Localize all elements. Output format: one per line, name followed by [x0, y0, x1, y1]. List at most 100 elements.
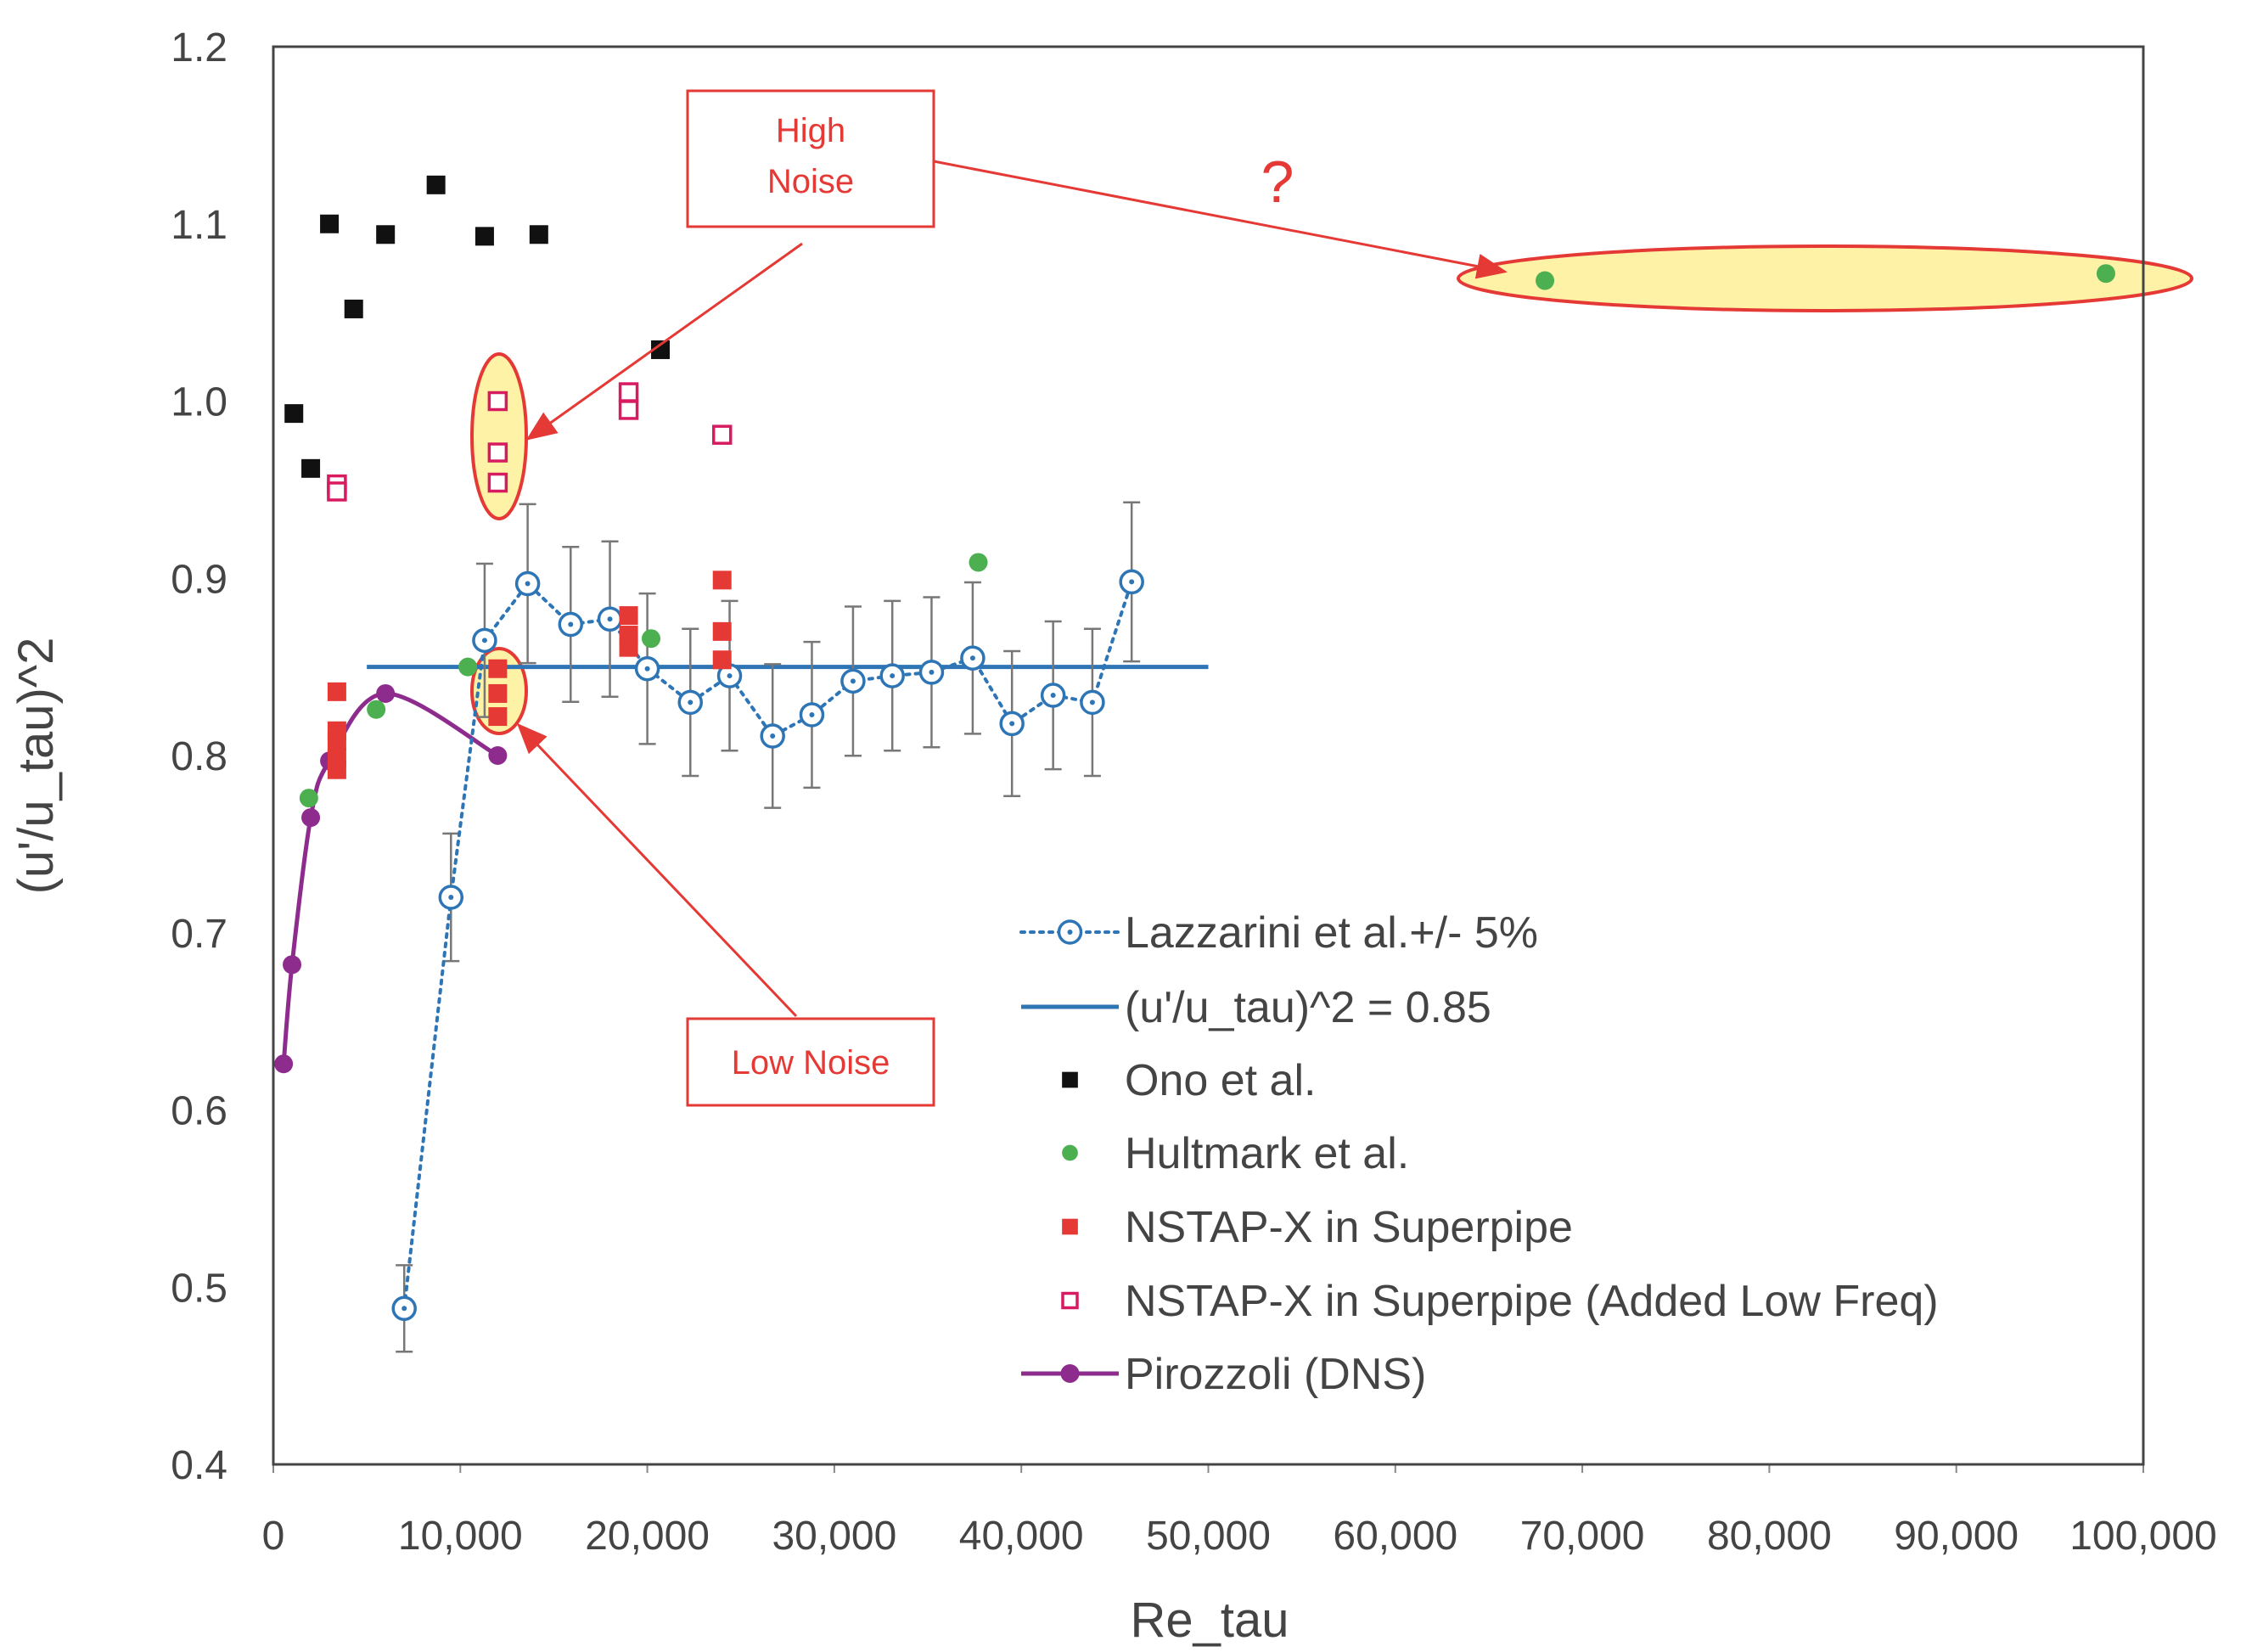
x-tick-label: 80,000 — [1707, 1514, 1832, 1559]
x-tick-label: 40,000 — [959, 1514, 1084, 1559]
x-tick-label: 0 — [262, 1514, 285, 1559]
data-point-center — [770, 733, 776, 739]
data-point — [487, 391, 508, 412]
data-point — [327, 732, 346, 751]
data-point-center — [448, 895, 454, 900]
data-point — [487, 472, 508, 493]
data-point — [367, 700, 386, 719]
legend-marker — [1062, 1218, 1078, 1235]
x-tick-label: 20,000 — [585, 1514, 710, 1559]
data-point — [487, 442, 508, 463]
x-tick-label: 10,000 — [398, 1514, 523, 1559]
low-noise-arrow — [516, 722, 798, 1018]
data-point — [327, 682, 346, 701]
y-tick-label: 0.6 — [171, 1089, 227, 1134]
low-noise-label: Low Noise — [732, 1044, 890, 1082]
legend-item-0: Lazzarini et al.+/- 5% — [1019, 908, 1538, 958]
data-point — [301, 458, 321, 478]
data-point-center — [1009, 721, 1015, 727]
y-tick-labels: 0.4 0.5 0.6 0.7 0.8 0.9 1.0 1.1 1.2 — [171, 25, 227, 1488]
legend-label: Hultmark et al. — [1125, 1129, 1409, 1178]
data-point — [619, 606, 638, 626]
y-tick-label: 0.9 — [171, 557, 227, 602]
data-point-center — [850, 678, 856, 684]
data-point — [327, 760, 346, 779]
legend-label: (u'/u_tau)^2 = 0.85 — [1125, 983, 1491, 1032]
legend-marker — [1060, 1364, 1080, 1383]
data-point — [619, 638, 638, 657]
legend-item-4: NSTAP-X in Superpipe — [1062, 1203, 1573, 1252]
series-0 — [391, 501, 1144, 1353]
x-tick-labels: 0 10,000 20,000 30,000 40,000 50,000 60,000 70,… — [262, 1464, 2217, 1559]
data-point — [458, 657, 478, 677]
y-tick-label: 0.8 — [171, 734, 227, 779]
data-point-center — [969, 655, 975, 661]
data-point — [488, 659, 508, 678]
high-noise-box — [686, 89, 935, 228]
data-point-center — [727, 673, 733, 679]
annotations: High Noise Low Noise ? — [516, 89, 1508, 1107]
y-tick-label: 1.0 — [171, 380, 227, 425]
legend-item-6: Pirozzoli (DNS) — [1021, 1350, 1426, 1399]
data-point-center — [1050, 693, 1056, 699]
y-tick-label: 1.1 — [171, 203, 227, 248]
data-point — [529, 225, 548, 244]
data-point — [651, 340, 671, 359]
high-noise-highlight — [470, 352, 528, 520]
data-point-center — [402, 1306, 407, 1312]
data-point — [376, 225, 396, 244]
legend: Lazzarini et al.+/- 5% (u'/u_tau)^2 = 0.8… — [1019, 908, 1939, 1399]
x-tick-label: 50,000 — [1146, 1514, 1271, 1559]
data-point — [327, 481, 347, 502]
y-tick-label: 0.4 — [171, 1443, 227, 1488]
x-tick-label: 30,000 — [772, 1514, 896, 1559]
x-tick-label: 100,000 — [2069, 1514, 2217, 1559]
data-point — [488, 707, 508, 727]
legend-label: Lazzarini et al.+/- 5% — [1125, 908, 1538, 958]
data-point-center — [688, 700, 694, 705]
high-noise-arrow — [525, 242, 803, 441]
data-point — [712, 650, 732, 670]
legend-marker — [1062, 1144, 1078, 1161]
data-point-center — [1129, 579, 1135, 585]
data-point — [320, 214, 340, 233]
y-axis-label: (u'/u_tau)^2 — [8, 638, 64, 895]
high-re-highlight — [1457, 244, 2193, 312]
data-point — [712, 621, 732, 641]
high-noise-label-line1: High — [776, 112, 845, 149]
legend-marker-center — [1067, 930, 1073, 935]
series-3 — [299, 264, 2115, 808]
y-tick-label: 1.2 — [171, 25, 227, 70]
data-point — [283, 955, 302, 975]
plot-frame — [272, 45, 2145, 1466]
data-point — [301, 808, 321, 828]
data-point — [274, 1054, 294, 1074]
low-noise-box — [686, 1017, 935, 1107]
legend-label: NSTAP-X in Superpipe (Added Low Freq) — [1125, 1277, 1939, 1326]
question-mark: ? — [1261, 149, 1294, 215]
x-tick-label: 90,000 — [1894, 1514, 2019, 1559]
data-point — [642, 629, 661, 649]
series-6 — [274, 683, 508, 1074]
legend-marker — [1061, 1291, 1079, 1310]
series-2 — [284, 175, 671, 478]
data-point — [1536, 271, 1555, 290]
data-point-center — [481, 638, 487, 643]
legend-label: Pirozzoli (DNS) — [1125, 1350, 1426, 1399]
data-point-center — [525, 581, 531, 587]
x-tick-label: 70,000 — [1520, 1514, 1645, 1559]
data-point — [299, 789, 318, 808]
data-point-center — [568, 621, 574, 627]
data-point — [711, 424, 733, 445]
data-point-center — [644, 666, 650, 671]
data-point — [474, 227, 494, 246]
data-point — [344, 299, 363, 318]
y-tick-label: 0.5 — [171, 1266, 227, 1311]
data-point — [488, 683, 508, 703]
data-point-center — [929, 669, 935, 675]
series-4 — [327, 570, 732, 779]
data-series — [274, 175, 2115, 1353]
data-point — [488, 746, 508, 765]
x-tick-label: 60,000 — [1333, 1514, 1457, 1559]
